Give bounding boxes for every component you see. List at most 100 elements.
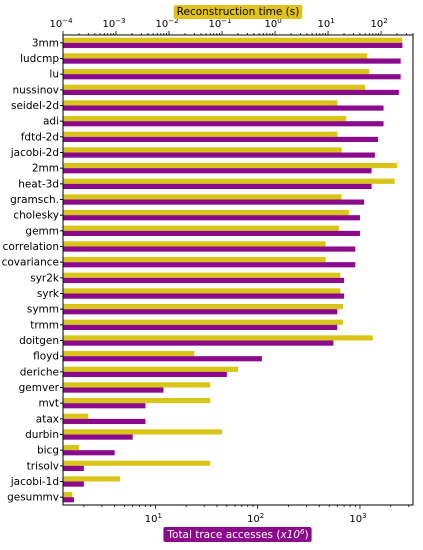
bar-accesses-deriche <box>63 371 227 378</box>
tick-label-base: 10 <box>155 19 168 30</box>
category-label: seidel-2d <box>11 100 59 112</box>
bar-time-gemver <box>63 382 211 388</box>
bar-time-3mm <box>63 37 403 43</box>
category-label: doitgen <box>19 335 59 347</box>
bar-accesses-covariance <box>63 262 356 268</box>
top-axis-title: Reconstruction time (s) <box>177 6 300 18</box>
tick-label: 101 <box>145 512 162 525</box>
bar-accesses-trmm <box>63 324 338 331</box>
category-label: symm <box>27 304 59 316</box>
bottom-axis-title-prefix: Total trace accesses ( <box>166 529 280 541</box>
bar-accesses-seidel-2d <box>63 105 384 111</box>
tick-label-exponent: 0 <box>277 17 281 25</box>
bar-accesses-syr2k <box>63 277 345 284</box>
bar-accesses-syrk <box>63 293 345 299</box>
bar-time-symm <box>63 303 343 310</box>
category-label: atax <box>36 413 59 425</box>
bar-accesses-symm <box>63 309 338 315</box>
category-label: durbin <box>25 429 59 441</box>
tick-label-exponent: −2 <box>168 17 178 25</box>
top-axis-ticks: 10−4 10−3 10−2 10−1 100 101 102 <box>49 17 414 35</box>
bar-time-heat-3d <box>63 178 395 184</box>
tick-label-base: 10 <box>49 19 62 30</box>
bar-accesses-ludcmp <box>63 58 401 64</box>
bottom-axis-ticks: 101 102 103 <box>83 505 410 525</box>
bottom-axis-title-suffix: ) <box>304 529 308 541</box>
bar-time-lu <box>63 68 370 75</box>
bar-accesses-doitgen <box>63 340 334 346</box>
bar-time-ludcmp <box>63 53 368 59</box>
bar-time-nussinov <box>63 84 366 90</box>
bar-time-fdtd-2d <box>63 131 338 137</box>
category-label: lu <box>49 69 59 81</box>
tick-label-exponent: −3 <box>115 17 125 25</box>
bar-accesses-durbin <box>63 434 133 440</box>
tick-label: 100 <box>264 17 281 30</box>
tick-label: 102 <box>370 17 387 30</box>
category-label: bicg <box>37 445 59 457</box>
bar-accesses-jacobi-2d <box>63 152 375 158</box>
bar-time-cholesky <box>63 209 350 216</box>
tick-label-exponent: −1 <box>221 17 231 25</box>
bar-accesses-mvt <box>63 403 146 409</box>
category-label: trisolv <box>27 460 59 472</box>
tick-label-exponent: −4 <box>62 17 73 25</box>
bar-time-doitgen <box>63 335 373 341</box>
bar-accesses-bicg <box>63 450 115 456</box>
bar-accesses-3mm <box>63 42 403 49</box>
bar-time-2mm <box>63 162 398 169</box>
tick-label-base: 10 <box>349 514 362 525</box>
bottom-axis-title: Total trace accesses (x106) <box>166 528 308 541</box>
bar-accesses-cholesky <box>63 215 360 221</box>
category-label: gesummv <box>7 492 59 504</box>
tick-label-base: 10 <box>264 19 277 30</box>
category-label: gramsch. <box>10 194 59 206</box>
tick-label-base: 10 <box>247 514 260 525</box>
tick-label-base: 10 <box>317 19 330 30</box>
tick-label-exponent: 2 <box>260 512 264 520</box>
tick-label-base: 10 <box>370 19 383 30</box>
category-label: adi <box>43 116 59 128</box>
category-label: syr2k <box>30 272 60 284</box>
tick-label: 101 <box>317 17 334 30</box>
category-label: trmm <box>30 319 59 331</box>
bar-accesses-correlation <box>63 246 356 252</box>
tick-label-exponent: 1 <box>158 512 162 520</box>
bar-accesses-gesummv <box>63 497 74 503</box>
bottom-axis-title-unit-exp: 6 <box>300 528 305 536</box>
bar-accesses-gramsch. <box>63 199 365 205</box>
bottom-axis-title-background <box>163 527 312 542</box>
category-label: correlation <box>3 241 59 253</box>
bar-accesses-adi <box>63 121 384 127</box>
tick-label: 10−3 <box>102 17 125 30</box>
category-labels: 3mm ludcmp lu nussinov seidel-2d adi fdtd-2d ja… <box>2 37 63 504</box>
category-label: jacobi-2d <box>10 147 59 159</box>
tick-label: 10−1 <box>209 17 232 30</box>
bar-time-jacobi-1d <box>63 476 121 482</box>
bar-time-gramsch. <box>63 194 342 200</box>
tick-label-exponent: 2 <box>383 17 387 25</box>
category-label: gemm <box>25 225 59 237</box>
bar-time-gemm <box>63 225 339 231</box>
tick-label-exponent: 1 <box>330 17 334 25</box>
bar-accesses-heat-3d <box>63 183 372 190</box>
tick-label-base: 10 <box>209 19 222 30</box>
bar-time-correlation <box>63 241 326 247</box>
bar-accesses-gemver <box>63 387 164 393</box>
bar-accesses-atax <box>63 418 146 425</box>
bar-time-adi <box>63 115 347 122</box>
category-label: fdtd-2d <box>21 131 59 143</box>
bars-group <box>63 37 403 503</box>
category-label: covariance <box>2 257 59 269</box>
category-label: cholesky <box>13 210 59 222</box>
bar-accesses-trisolv <box>63 465 84 472</box>
tick-label-base: 10 <box>102 19 115 30</box>
bar-accesses-floyd <box>63 356 262 362</box>
category-label: heat-3d <box>18 178 59 190</box>
category-label: gemver <box>19 382 60 394</box>
tick-label: 10−4 <box>49 17 73 30</box>
tick-label: 103 <box>349 512 366 525</box>
tick-label-exponent: 3 <box>362 512 366 520</box>
bar-accesses-nussinov <box>63 89 399 96</box>
category-label: nussinov <box>13 84 59 96</box>
